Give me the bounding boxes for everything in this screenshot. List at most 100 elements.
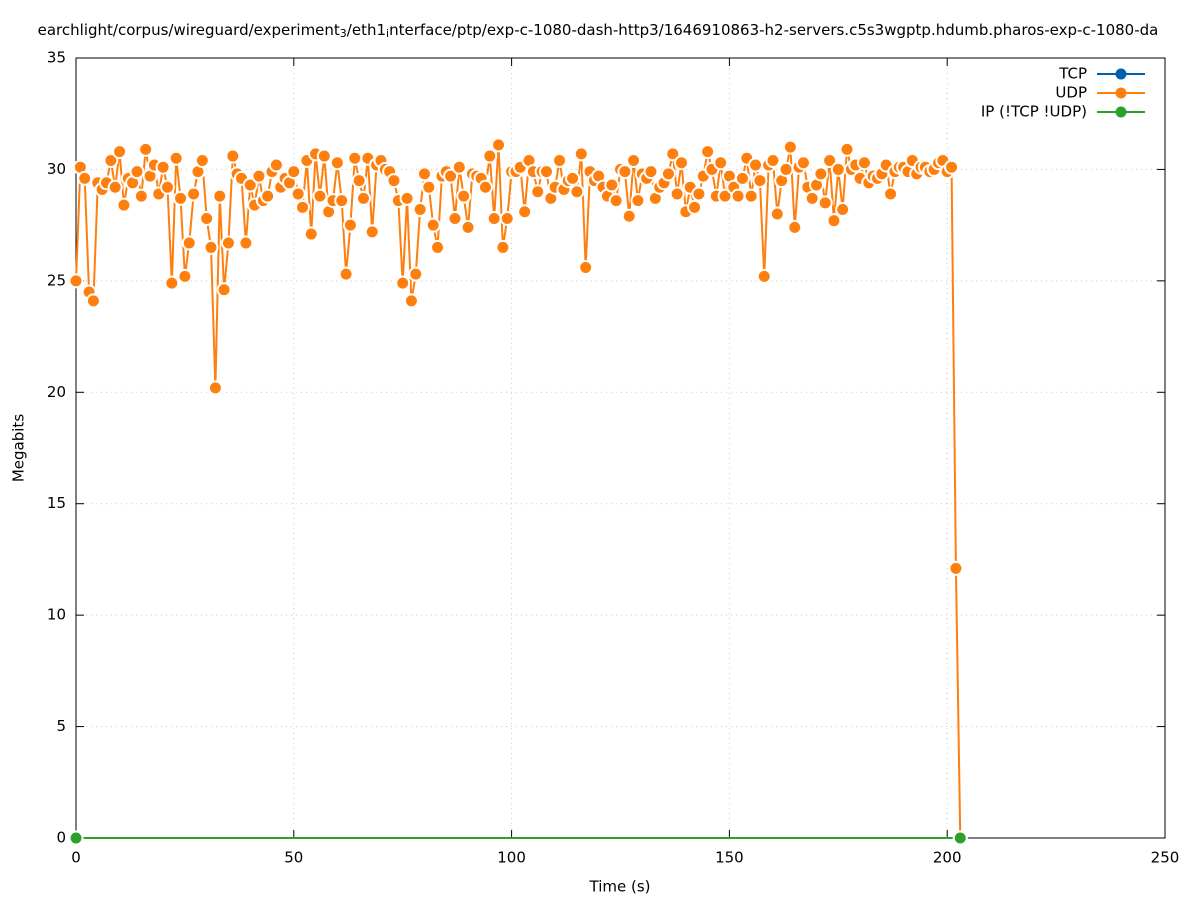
data-point <box>839 141 855 157</box>
data-point <box>491 137 507 153</box>
data-point <box>778 161 794 177</box>
data-point <box>948 560 964 576</box>
data-point <box>477 179 493 195</box>
y-tick-label: 5 <box>56 717 66 735</box>
data-point <box>486 210 502 226</box>
x-axis-label: Time (s) <box>589 878 651 896</box>
title-part: /eth1 <box>347 21 386 39</box>
data-point <box>159 179 175 195</box>
data-point <box>944 159 960 175</box>
data-point <box>251 168 267 184</box>
data-point <box>621 208 637 224</box>
y-axis-label: Megabits <box>10 414 28 482</box>
data-point <box>316 148 332 164</box>
data-point <box>830 161 846 177</box>
data-point <box>787 219 803 235</box>
x-tick-label: 250 <box>1151 849 1180 867</box>
data-point <box>242 177 258 193</box>
data-point <box>608 193 624 209</box>
y-tick-label: 0 <box>56 829 66 847</box>
data-point <box>856 155 872 171</box>
data-point <box>538 164 554 180</box>
data-point <box>804 190 820 206</box>
data-point <box>430 239 446 255</box>
data-point <box>168 150 184 166</box>
data-point <box>351 173 367 189</box>
data-point <box>660 166 676 182</box>
data-point <box>569 184 585 200</box>
data-point <box>700 144 716 160</box>
data-point <box>752 173 768 189</box>
data-point <box>482 148 498 164</box>
x-tick-label: 100 <box>497 849 526 867</box>
data-point <box>826 213 842 229</box>
data-point <box>395 275 411 291</box>
data-point <box>186 186 202 202</box>
data-point <box>164 275 180 291</box>
legend-label: IP (!TCP !UDP) <box>981 103 1087 121</box>
data-point <box>181 235 197 251</box>
data-point <box>630 193 646 209</box>
data-point <box>133 188 149 204</box>
data-point <box>408 266 424 282</box>
data-point <box>364 224 380 240</box>
data-point <box>451 159 467 175</box>
data-point <box>260 188 276 204</box>
data-point <box>334 193 350 209</box>
data-point <box>734 170 750 186</box>
data-point <box>617 164 633 180</box>
data-point <box>687 199 703 215</box>
data-point <box>443 168 459 184</box>
x-tick-label: 150 <box>715 849 744 867</box>
title-part: nterface/ptp/exp-c-1080-dash-http3/16469… <box>389 21 1158 39</box>
data-point <box>225 148 241 164</box>
data-point <box>399 190 415 206</box>
data-point <box>342 217 358 233</box>
data-point <box>421 179 437 195</box>
title-part: i <box>386 27 389 40</box>
data-point <box>238 235 254 251</box>
data-point <box>691 186 707 202</box>
data-point <box>177 268 193 284</box>
data-point <box>743 188 759 204</box>
data-point <box>355 190 371 206</box>
data-point <box>412 202 428 218</box>
legend-label: UDP <box>1055 84 1087 102</box>
data-point <box>883 186 899 202</box>
data-point <box>730 188 746 204</box>
data-point <box>817 195 833 211</box>
data-point <box>295 199 311 215</box>
data-point <box>626 153 642 169</box>
data-point <box>765 153 781 169</box>
data-point <box>713 155 729 171</box>
data-point <box>155 159 171 175</box>
data-point <box>530 184 546 200</box>
data-point <box>769 206 785 222</box>
data-point <box>669 186 685 202</box>
data-point <box>499 210 515 226</box>
data-point <box>447 210 463 226</box>
y-tick-label: 15 <box>47 494 66 512</box>
y-tick-label: 10 <box>47 606 66 624</box>
data-point <box>112 144 128 160</box>
data-point <box>286 164 302 180</box>
data-point <box>456 188 472 204</box>
data-point <box>338 266 354 282</box>
x-tick-label: 200 <box>933 849 962 867</box>
y-tick-label: 30 <box>47 160 66 178</box>
data-point <box>835 202 851 218</box>
data-point <box>129 164 145 180</box>
data-point <box>782 139 798 155</box>
data-point <box>386 173 402 189</box>
data-point <box>565 170 581 186</box>
data-point <box>552 153 568 169</box>
data-point <box>665 146 681 162</box>
title-part: earchlight/corpus/wireguard/experiment <box>38 21 340 39</box>
data-point <box>573 146 589 162</box>
data-point <box>303 226 319 242</box>
data-point <box>138 141 154 157</box>
data-point <box>199 210 215 226</box>
legend-marker <box>1115 87 1127 99</box>
